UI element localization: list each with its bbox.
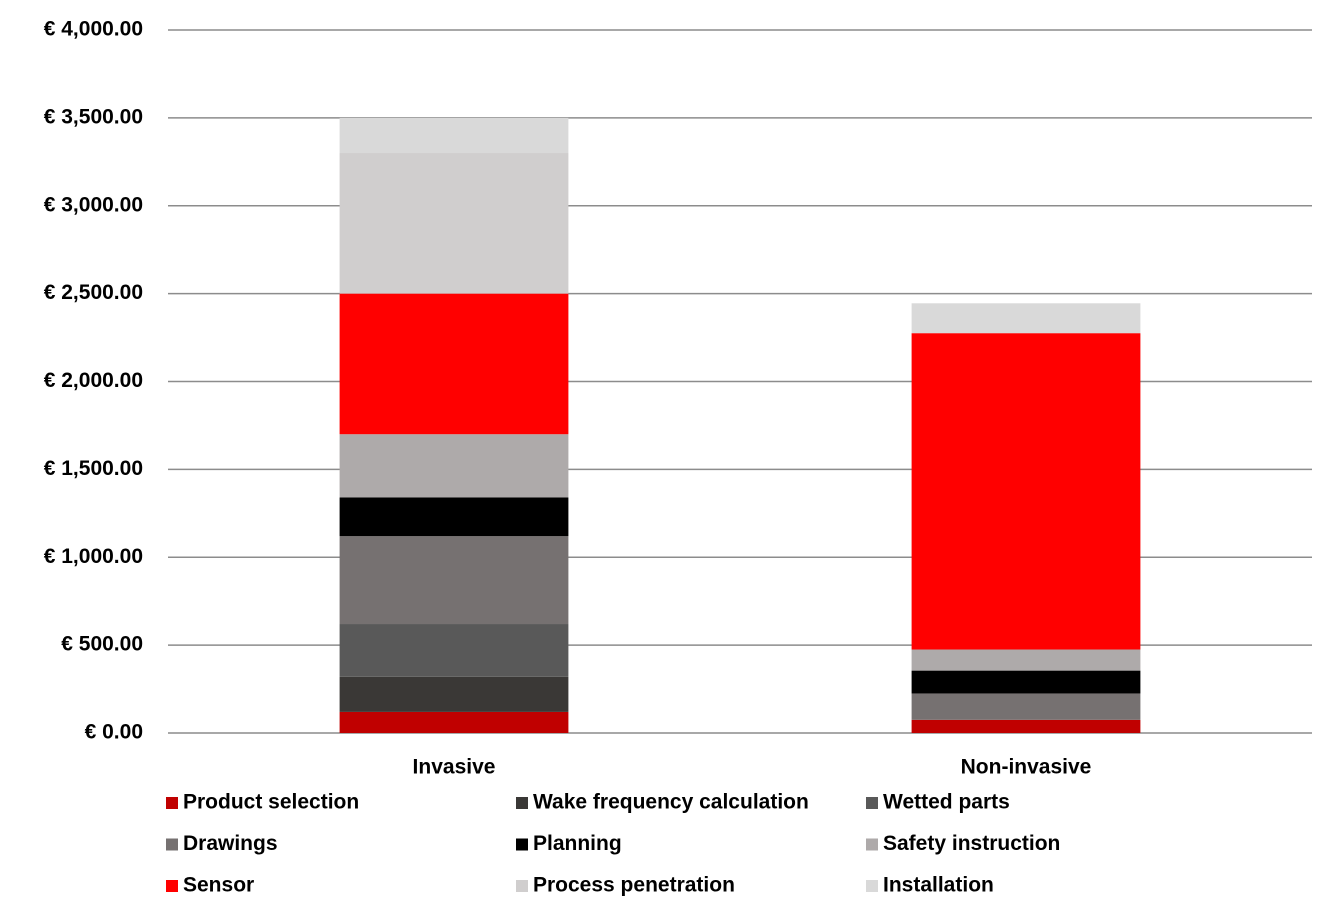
bar-segment bbox=[339, 624, 569, 677]
bar-segment bbox=[339, 434, 569, 498]
legend-label: Planning bbox=[533, 832, 622, 855]
legend-swatch bbox=[866, 797, 878, 809]
legend-swatch bbox=[516, 880, 528, 892]
bar-segment bbox=[339, 676, 569, 712]
bar-segment bbox=[339, 711, 569, 733]
legend-label: Sensor bbox=[183, 874, 254, 897]
y-tick-label: € 2,000.00 bbox=[44, 369, 143, 392]
legend-swatch bbox=[866, 880, 878, 892]
bar-segment bbox=[339, 153, 569, 294]
legend-label: Wetted parts bbox=[883, 791, 1010, 814]
legend-label: Safety instruction bbox=[883, 832, 1060, 855]
legend-swatch bbox=[866, 838, 878, 851]
legend-label: Product selection bbox=[183, 791, 359, 814]
legend-label: Wake frequency calculation bbox=[533, 791, 809, 814]
legend-label: Installation bbox=[883, 874, 994, 897]
legend-label: Process penetration bbox=[533, 874, 735, 897]
y-tick-label: € 1,500.00 bbox=[44, 457, 143, 480]
x-tick-label: Non-invasive bbox=[961, 756, 1092, 779]
y-tick-label: € 4,000.00 bbox=[44, 18, 143, 41]
bar-segment bbox=[911, 670, 1141, 694]
bar-segment bbox=[339, 497, 569, 537]
legend-swatch bbox=[516, 838, 528, 851]
y-tick-label: € 1,000.00 bbox=[44, 545, 143, 568]
bar-segment bbox=[339, 293, 569, 435]
bar-segment bbox=[911, 693, 1141, 720]
legend-swatch bbox=[166, 797, 178, 809]
y-tick-label: € 3,000.00 bbox=[44, 193, 143, 216]
x-tick-label: Invasive bbox=[413, 756, 496, 779]
bar-segment bbox=[911, 333, 1141, 650]
legend-swatch bbox=[166, 880, 178, 892]
legend-label: Drawings bbox=[183, 832, 278, 855]
y-tick-label: € 3,500.00 bbox=[44, 105, 143, 128]
y-tick-label: € 2,500.00 bbox=[44, 281, 143, 304]
bar-segment bbox=[911, 719, 1141, 733]
bar-segment bbox=[339, 117, 569, 154]
legend-swatch bbox=[166, 838, 178, 851]
y-tick-label: € 0.00 bbox=[85, 721, 143, 744]
legend-swatch bbox=[516, 797, 528, 809]
bar-segment bbox=[911, 649, 1141, 671]
bar-segment bbox=[911, 303, 1141, 334]
bar-segment bbox=[339, 536, 569, 625]
y-tick-label: € 500.00 bbox=[61, 633, 143, 656]
